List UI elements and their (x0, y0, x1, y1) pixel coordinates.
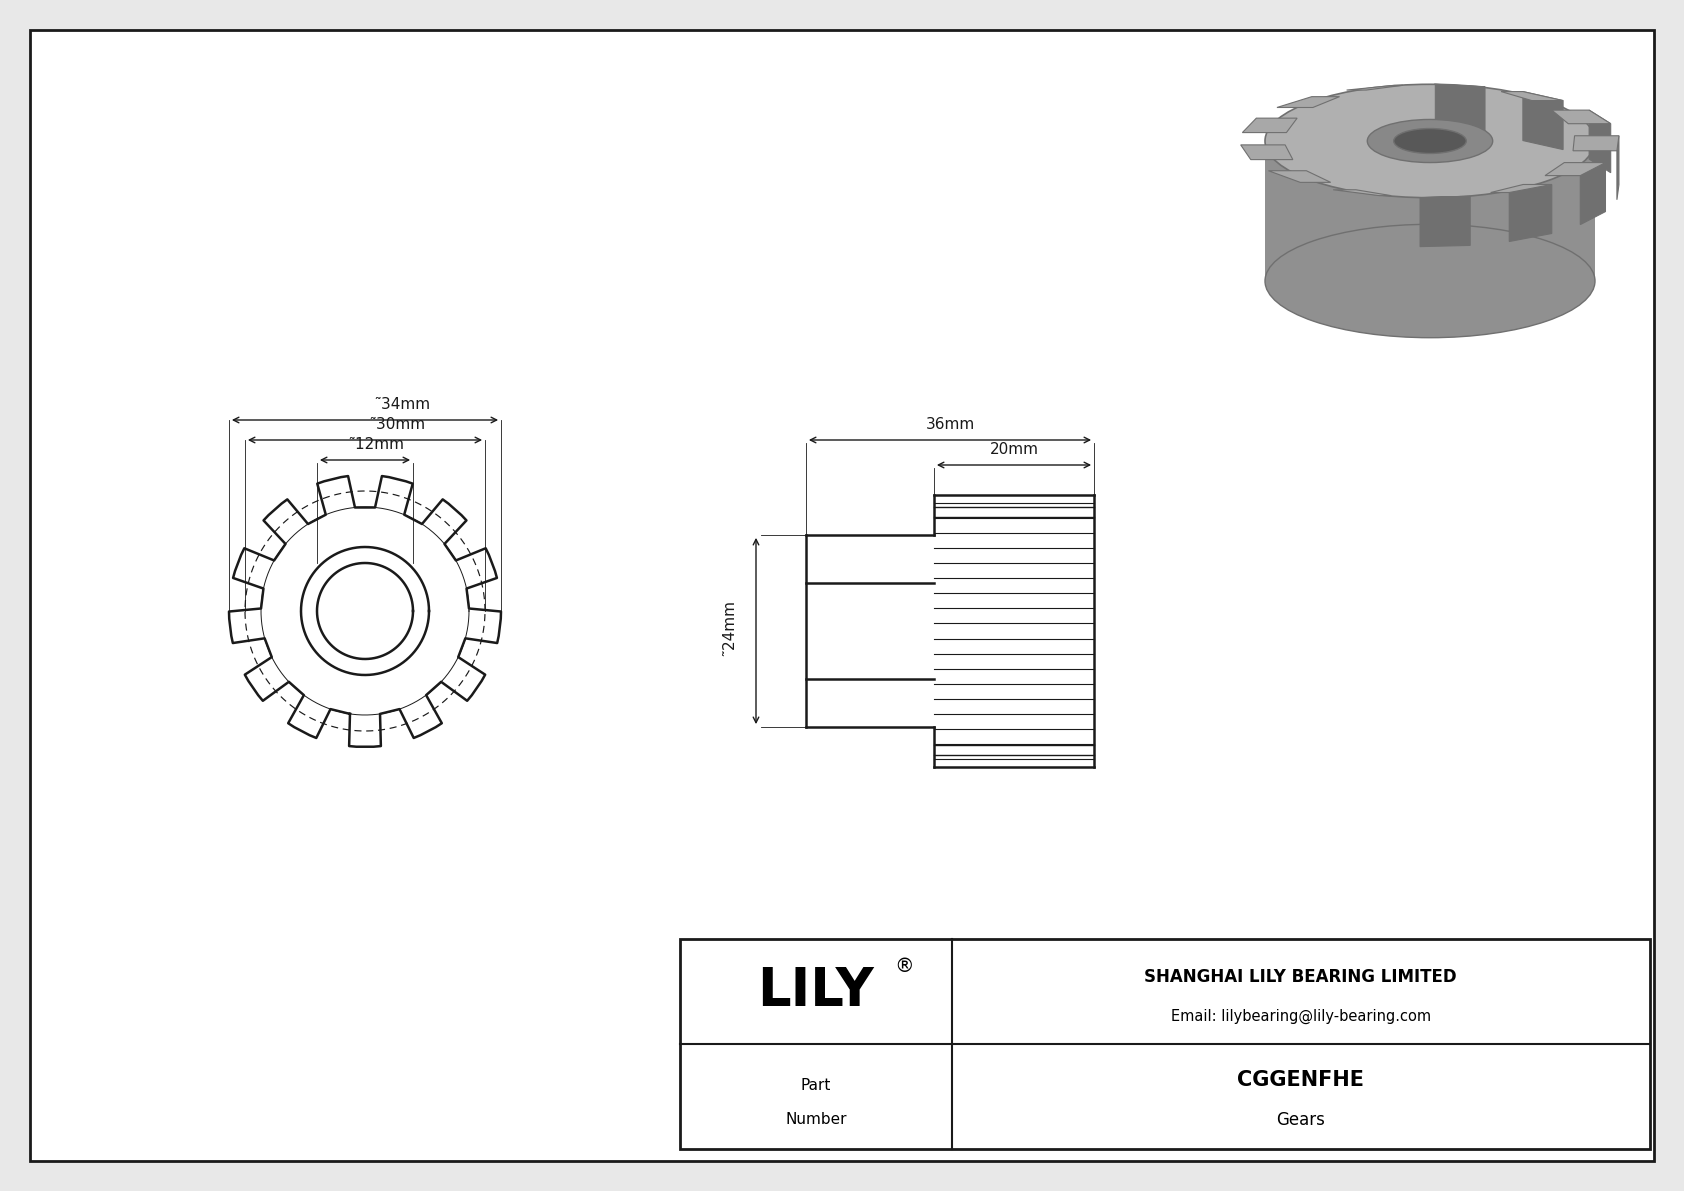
Polygon shape (1268, 170, 1330, 182)
Text: ͂30mm: ͂30mm (377, 417, 426, 432)
Polygon shape (1573, 136, 1618, 151)
Text: Gears: Gears (1276, 1110, 1325, 1129)
Text: 36mm: 36mm (926, 417, 975, 432)
Text: ͂34mm: ͂34mm (381, 397, 431, 412)
Polygon shape (1522, 92, 1563, 150)
FancyBboxPatch shape (1265, 141, 1595, 281)
Text: CGGENFHE: CGGENFHE (1238, 1070, 1364, 1090)
Polygon shape (1420, 197, 1470, 198)
Polygon shape (1435, 85, 1485, 136)
Text: LILY: LILY (758, 966, 874, 1017)
Text: 20mm: 20mm (990, 442, 1039, 457)
Text: Email: lilybearing@lily-bearing.com: Email: lilybearing@lily-bearing.com (1170, 1009, 1431, 1024)
Ellipse shape (1265, 85, 1595, 198)
Polygon shape (1276, 96, 1339, 107)
Polygon shape (1243, 118, 1297, 132)
Text: ®: ® (894, 958, 914, 975)
Polygon shape (1590, 110, 1610, 173)
Ellipse shape (1394, 129, 1467, 154)
Polygon shape (1580, 163, 1605, 225)
Text: ͂24mm: ͂24mm (729, 606, 744, 655)
Ellipse shape (1367, 119, 1492, 162)
Polygon shape (1347, 86, 1403, 91)
Bar (680, 939, 1650, 1149)
Text: Number: Number (785, 1112, 847, 1127)
Polygon shape (1500, 92, 1563, 100)
Polygon shape (1544, 163, 1605, 175)
Text: SHANGHAI LILY BEARING LIMITED: SHANGHAI LILY BEARING LIMITED (1145, 968, 1457, 986)
Polygon shape (1509, 185, 1551, 242)
Polygon shape (1551, 110, 1610, 124)
Polygon shape (1420, 197, 1470, 247)
Text: Part: Part (800, 1079, 830, 1093)
Polygon shape (1490, 185, 1551, 193)
Polygon shape (1334, 189, 1391, 195)
Polygon shape (1241, 145, 1293, 160)
Ellipse shape (1265, 224, 1595, 338)
Text: ͂12mm: ͂12mm (355, 437, 404, 453)
Polygon shape (1617, 136, 1618, 200)
Polygon shape (1435, 85, 1485, 87)
